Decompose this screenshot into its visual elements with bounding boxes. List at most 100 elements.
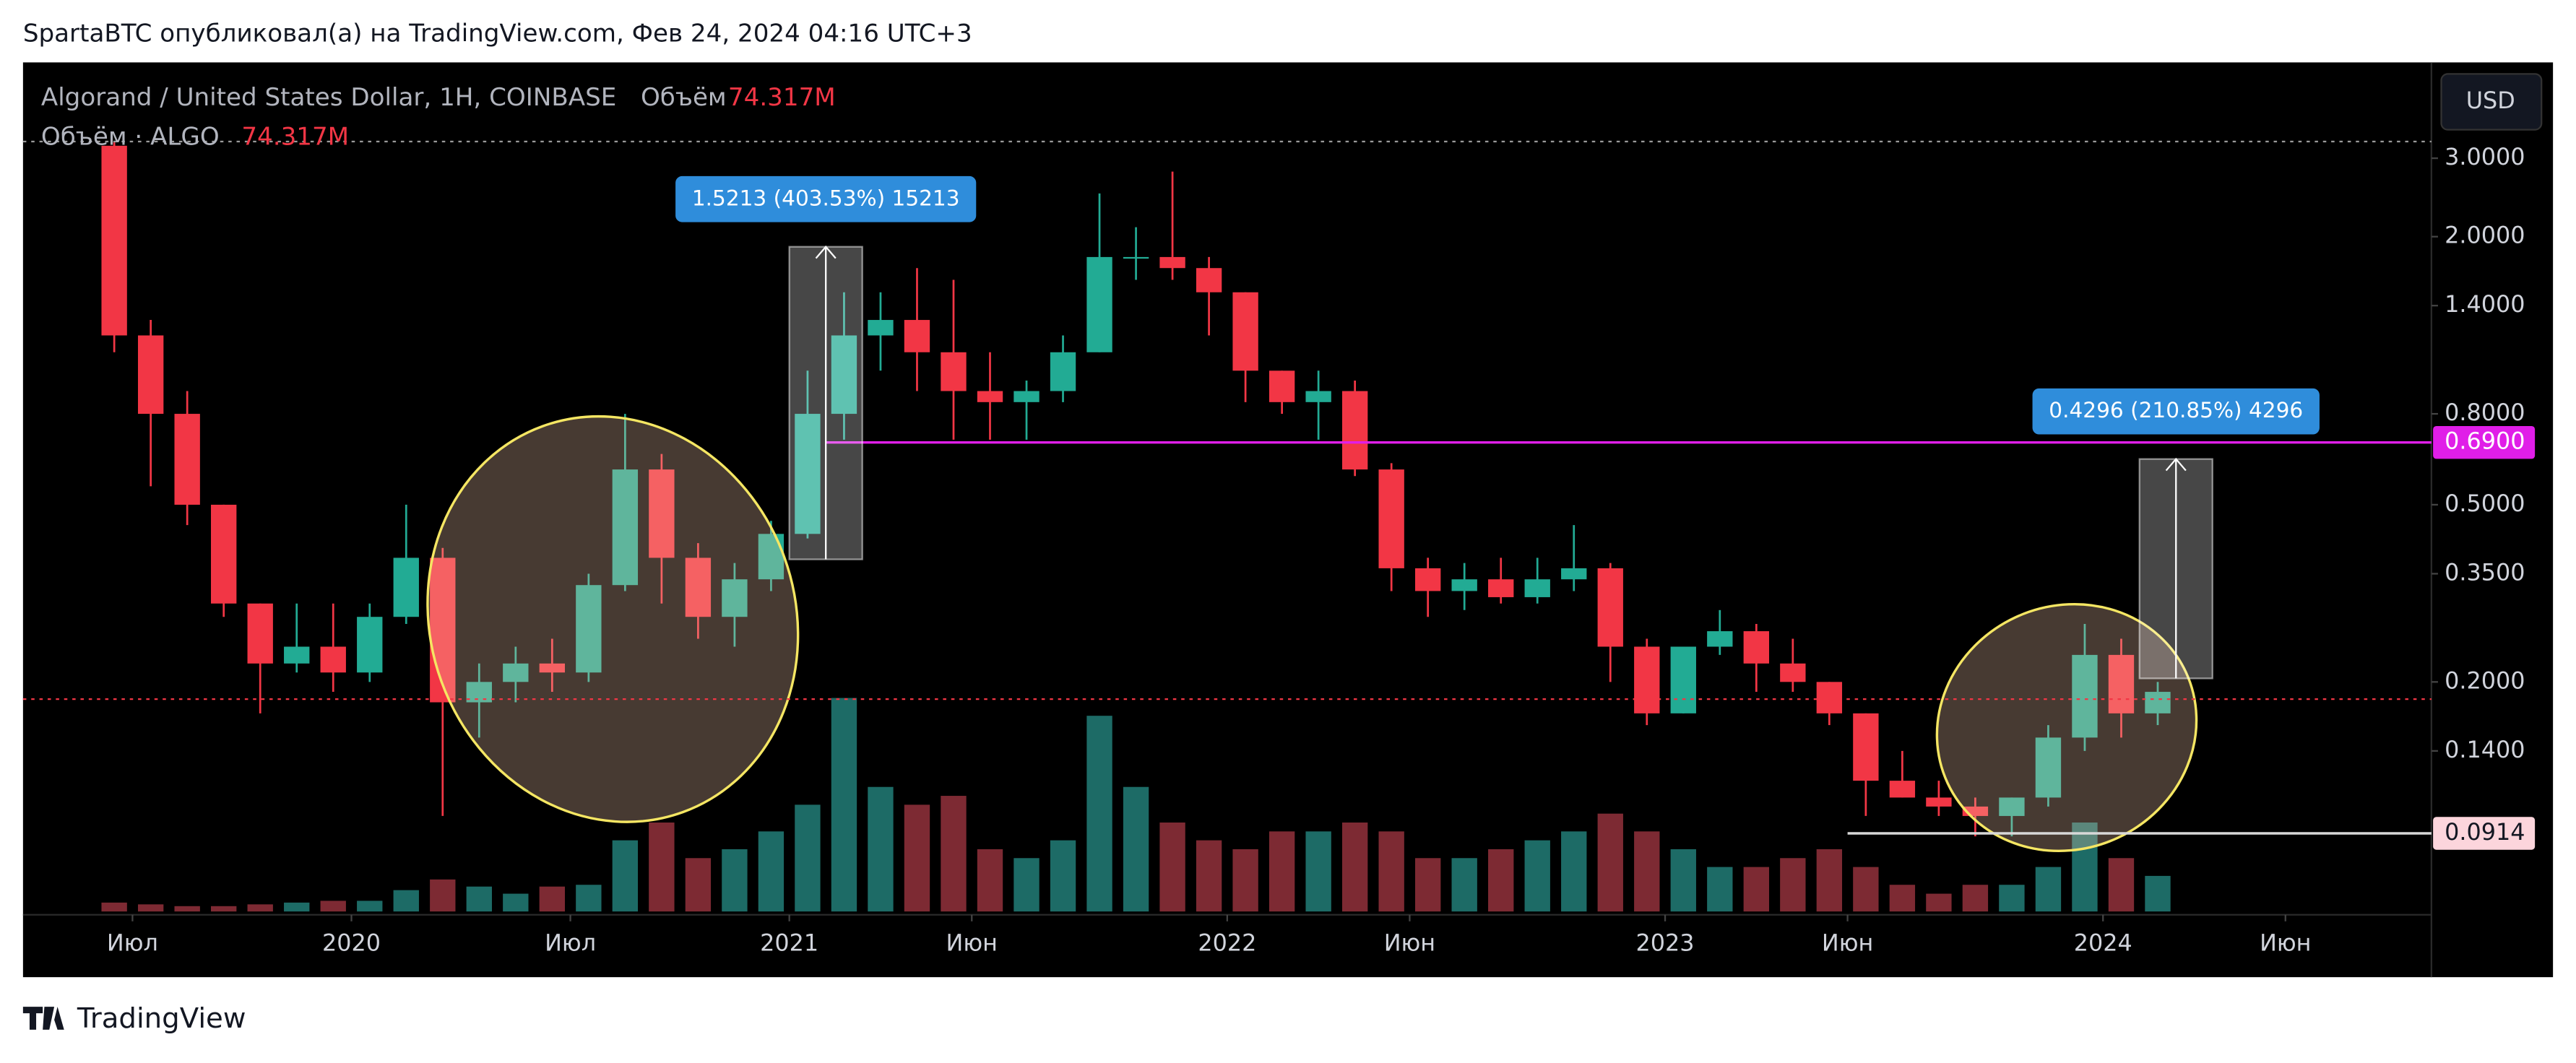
highlight-ellipse [1935,602,2198,852]
volume-bar [1524,840,1550,912]
level-badge [2433,425,2536,459]
candle-body [1196,268,1222,292]
candle-body [1816,682,1843,713]
volume-bar [2108,858,2135,912]
x-tick-label: Июл [107,929,158,957]
candle-body [1743,631,1770,664]
measure-label: 1.5213 (403.53%) 15213 [692,186,960,210]
symbol: Algorand / United States Dollar, 1H, COI… [41,83,616,112]
y-tick-label: 0.5000 [2445,490,2525,517]
candle-body [101,145,127,336]
volume-bar [430,879,456,912]
candle-body [1086,256,1112,352]
candle-body [1451,579,1477,591]
y-tick-label: 1.4000 [2445,290,2525,318]
volume-bar [101,902,127,912]
candle-body [1268,370,1295,402]
candle-body [320,646,346,673]
candle-body [1159,256,1185,269]
measure-label: 0.4296 (210.85%) 4296 [2049,398,2303,422]
candle-body [1488,579,1514,597]
candle-body [1305,391,1331,402]
candle-body [1561,568,1587,580]
candle-body [1853,713,1879,781]
candle-body [1926,797,1952,807]
candle-body [1341,391,1368,470]
x-tick-label: 2024 [2074,929,2132,957]
volume-bar [1415,858,1441,912]
volume-bar [1123,786,1149,912]
currency-button[interactable] [2440,73,2543,131]
candle-body [1597,568,1623,647]
volume-bar [795,804,821,912]
candle-body [1634,646,1660,713]
volume-bar [539,886,566,912]
candle-body [649,469,675,558]
y-tick-label: 0.1400 [2445,736,2525,763]
volume-bar [1670,849,1696,912]
volume-title: Объём [641,83,727,112]
volume-bar [1305,831,1331,912]
candle-body [174,414,200,505]
measure-arrow [815,245,837,560]
volume-bar [1451,858,1477,912]
candle-body [758,534,785,580]
x-tick-label: Июн [946,929,998,957]
candle-body [1707,631,1733,647]
candle-body [1780,663,1806,682]
volume-bar [2145,875,2171,912]
candle-body [722,579,748,617]
overlays: 0.6900 0.0914 1.5213 (403.53%) 15213 0.4296… [22,140,2536,850]
x-tick-label: 2022 [1198,929,1256,957]
volume-legend-value: 74.317M [241,123,349,152]
level-label: 0.0914 [2445,818,2525,846]
volume-bar [1780,858,1806,912]
volume-bar [722,849,748,912]
volume-bar [1086,716,1112,912]
volume-bar [1999,885,2025,912]
candle-body [1889,781,1916,798]
x-tick-label: 2023 [1636,929,1695,957]
candle-body [868,320,894,336]
candle-body [503,663,529,682]
volume-bar [941,796,967,912]
x-tick-label: 2020 [322,929,381,957]
candle-body [1050,352,1076,391]
y-tick-label: 3.0000 [2445,143,2525,170]
volume-bar [612,840,639,912]
volume-bar [977,849,1003,912]
volume-bar [320,901,346,912]
candle-body [284,646,310,664]
candle-body [576,585,602,673]
volume-bar [211,906,237,912]
candle-body [357,617,383,673]
y-tick-label: 0.2000 [2445,667,2525,694]
candle-body [1232,292,1258,371]
volume-bar [904,804,930,912]
volume-bar [1196,840,1222,912]
brand-logo [22,1007,64,1030]
volume-bar [1816,849,1843,912]
volume-bar [868,786,894,912]
volume-bar [1707,867,1733,912]
volume-bar [1962,885,1989,912]
volume-bar [1232,849,1258,912]
candle-body [2145,692,2171,713]
candle-body [1378,469,1404,568]
currency[interactable]: USD [2466,87,2515,114]
x-tick-label: Июн [1822,929,1873,957]
volume-bar [1050,840,1076,912]
volume-bar [831,698,857,912]
measure-label-bg [675,175,977,222]
volume-value: 74.317M [728,83,836,112]
candle-body [685,557,712,617]
candle-body [1999,797,2025,816]
candle-body [1123,256,1149,259]
volume-bar [393,890,419,912]
candle-body [2108,654,2135,713]
x-tick-label: Июл [545,929,596,957]
plot [101,142,2438,921]
candle-body [2035,737,2062,798]
volume-bar [1926,893,1952,912]
